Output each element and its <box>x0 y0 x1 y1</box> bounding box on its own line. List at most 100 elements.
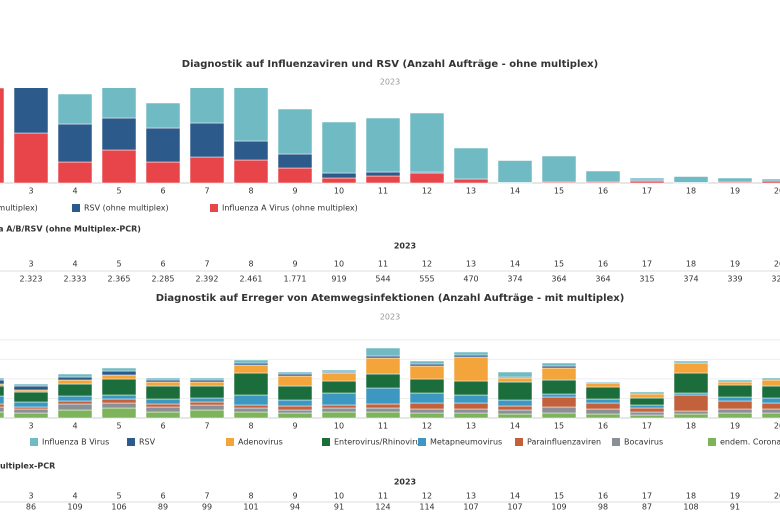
table-week: 14 <box>510 492 520 501</box>
legend-swatch <box>322 438 330 446</box>
bar-segment <box>409 112 445 173</box>
bar-segment <box>761 377 780 381</box>
table-week: 6 <box>160 260 165 269</box>
bar-segment <box>365 357 401 375</box>
legend-label: Parainfluenzaviren <box>527 438 601 447</box>
x-tick-label: 18 <box>686 187 696 196</box>
bar-segment <box>101 88 137 119</box>
bar-segment <box>13 88 49 134</box>
bar-segment <box>585 413 621 419</box>
table-value: 2.365 <box>108 275 131 284</box>
table-week: 12 <box>422 492 432 501</box>
bar-segment <box>365 387 401 405</box>
bar-segment <box>57 373 93 378</box>
bar-segment <box>0 411 5 419</box>
bar-segment <box>189 377 225 381</box>
chart-subtitle: 2023 <box>380 78 400 87</box>
legend-swatch <box>515 438 523 446</box>
bar-segment <box>101 374 137 380</box>
table-week: 4 <box>72 260 77 269</box>
bar-segment <box>321 392 357 406</box>
table-value: 2.285 <box>152 275 175 284</box>
bar-segment <box>233 159 269 184</box>
x-tick-label: 14 <box>510 187 520 196</box>
table-value: 86 <box>26 503 36 512</box>
bar-segment <box>189 156 225 184</box>
table-week: 3 <box>28 492 33 501</box>
table-week: 5 <box>116 260 121 269</box>
table-value: 99 <box>202 503 212 512</box>
table-value: 320 <box>771 275 780 284</box>
bar-segment <box>277 385 313 401</box>
bar-segment <box>673 413 709 419</box>
bar-segment <box>13 391 49 403</box>
table-value: 107 <box>463 503 478 512</box>
bar-segment <box>365 411 401 419</box>
table-value: 98 <box>598 503 608 512</box>
bar-segment <box>541 379 577 395</box>
bar-segment <box>453 380 489 396</box>
legend-swatch <box>612 438 620 446</box>
bar-segment <box>321 172 357 179</box>
legend-label: Influenza A Virus (ohne multiplex) <box>222 204 358 213</box>
table-week: 9 <box>292 492 297 501</box>
bar-segment <box>321 380 357 394</box>
x-tick-label: 7 <box>204 422 209 431</box>
table-value: 470 <box>463 275 478 284</box>
legend-swatch <box>127 438 135 446</box>
bar-segment <box>0 406 5 413</box>
bar-segment <box>277 153 313 169</box>
table-value: 364 <box>551 275 566 284</box>
x-tick-label: 8 <box>248 187 253 196</box>
bar-segment <box>0 395 5 405</box>
bar-segment <box>0 377 5 381</box>
bar-segment <box>145 411 181 419</box>
table-week: 13 <box>466 260 476 269</box>
bar-segment <box>233 394 269 406</box>
bar-segment <box>0 383 5 387</box>
bar-segment <box>145 102 181 129</box>
table-value: 315 <box>639 275 654 284</box>
bar-segment <box>585 382 621 388</box>
bar-segment <box>365 407 401 413</box>
bar-segment <box>189 404 225 411</box>
legend-label: Metapneumovirus <box>430 438 502 447</box>
table-week: 3 <box>28 260 33 269</box>
x-tick-label: 11 <box>378 422 388 431</box>
bar-segment <box>761 402 780 410</box>
table-value: 2.333 <box>64 275 87 284</box>
bar-segment <box>13 385 49 391</box>
x-tick-label: 16 <box>598 187 608 196</box>
bar-segment <box>409 360 445 365</box>
bar-segment <box>321 407 357 413</box>
bar-segment <box>0 379 5 385</box>
bar-segment <box>585 170 621 183</box>
bar-segment <box>101 407 137 419</box>
x-tick-label: 17 <box>642 422 652 431</box>
bar-segment <box>233 362 269 366</box>
bar-segment <box>497 377 533 383</box>
bar-segment <box>453 351 489 356</box>
bar-segment <box>145 379 181 383</box>
bar-segment <box>0 385 5 397</box>
table-value: 89 <box>158 503 168 512</box>
bar-segment <box>101 398 137 404</box>
bar-segment <box>13 412 49 419</box>
bar-segment <box>145 161 181 184</box>
bar-segment <box>57 403 93 411</box>
x-tick-label: 13 <box>466 422 476 431</box>
x-tick-label: 11 <box>378 187 388 196</box>
x-tick-label: 3 <box>28 422 33 431</box>
bar-segment <box>277 409 313 414</box>
bar-segment <box>585 386 621 400</box>
bar-segment <box>497 381 533 401</box>
bar-segment <box>409 365 445 380</box>
bar-segment <box>453 354 489 358</box>
bar-segment <box>233 364 269 374</box>
table-week: 19 <box>730 260 740 269</box>
bar-segment <box>497 160 533 183</box>
table-week: 12 <box>422 260 432 269</box>
bar-segment <box>541 412 577 419</box>
bar-segment <box>761 180 780 184</box>
table-value: 339 <box>727 275 742 284</box>
